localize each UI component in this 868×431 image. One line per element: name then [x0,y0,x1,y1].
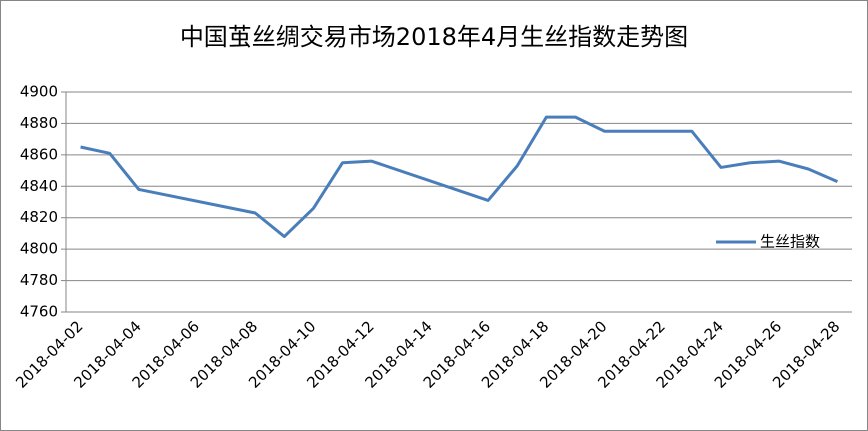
y-tick-label: 4780 [20,271,58,289]
y-tick-label: 4860 [20,145,58,163]
y-tick-label: 4880 [20,114,58,132]
y-tick-label: 4900 [20,83,58,101]
y-tick-label: 4820 [20,208,58,226]
y-tick-label: 4800 [20,240,58,258]
series-line [80,115,839,239]
chart-title: 中国茧丝绸交易市场2018年4月生丝指数走势图 [180,23,688,51]
y-tick-label: 4840 [20,177,58,195]
y-tick-label: 4760 [20,303,58,321]
legend-label: 生丝指数 [760,233,820,251]
